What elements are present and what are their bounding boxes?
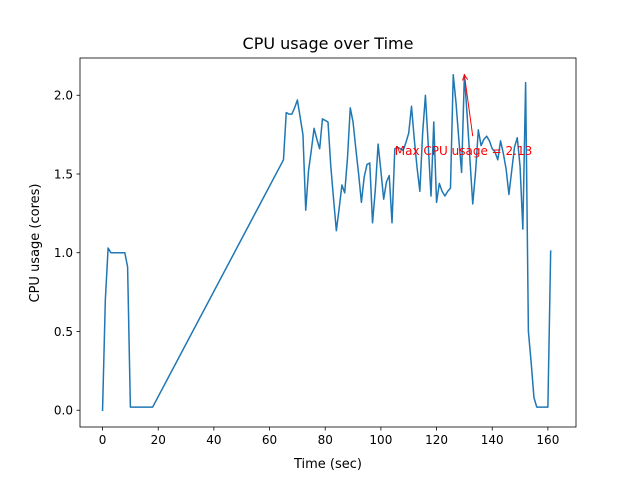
x-axis-label: Time (sec) xyxy=(293,457,362,472)
y-tick-label: 0.0 xyxy=(54,404,73,418)
y-axis-ticks: 0.0 0.5 1.0 1.5 2.0 xyxy=(54,89,80,418)
plot-area xyxy=(101,74,552,411)
y-tick-label: 1.5 xyxy=(54,167,73,181)
annotation-layer: Max CPU usage = 2.13 xyxy=(395,73,532,158)
axes-frame xyxy=(79,57,577,428)
series-line-0 xyxy=(101,74,552,411)
x-tick-label: 0 xyxy=(99,433,107,447)
x-tick-label: 20 xyxy=(151,433,166,447)
x-tick-label: 100 xyxy=(369,433,392,447)
x-tick-label: 160 xyxy=(536,433,559,447)
annotation-arrowhead xyxy=(462,73,469,81)
y-tick-label: 2.0 xyxy=(54,89,73,103)
x-tick-label: 60 xyxy=(262,433,277,447)
y-axis-label: CPU usage (cores) xyxy=(28,184,43,303)
y-tick-label: 1.0 xyxy=(54,246,73,260)
x-tick-label: 120 xyxy=(425,433,448,447)
x-tick-label: 40 xyxy=(206,433,221,447)
annotation-label: Max CPU usage = 2.13 xyxy=(395,144,532,158)
annotation-arrow xyxy=(463,74,474,137)
y-tick-label: 0.5 xyxy=(54,325,73,339)
x-tick-label: 140 xyxy=(481,433,504,447)
chart-title: CPU usage over Time xyxy=(243,34,414,53)
x-axis-ticks: 0 20 40 60 80 100 120 140 160 xyxy=(99,427,559,447)
x-tick-label: 80 xyxy=(318,433,333,447)
